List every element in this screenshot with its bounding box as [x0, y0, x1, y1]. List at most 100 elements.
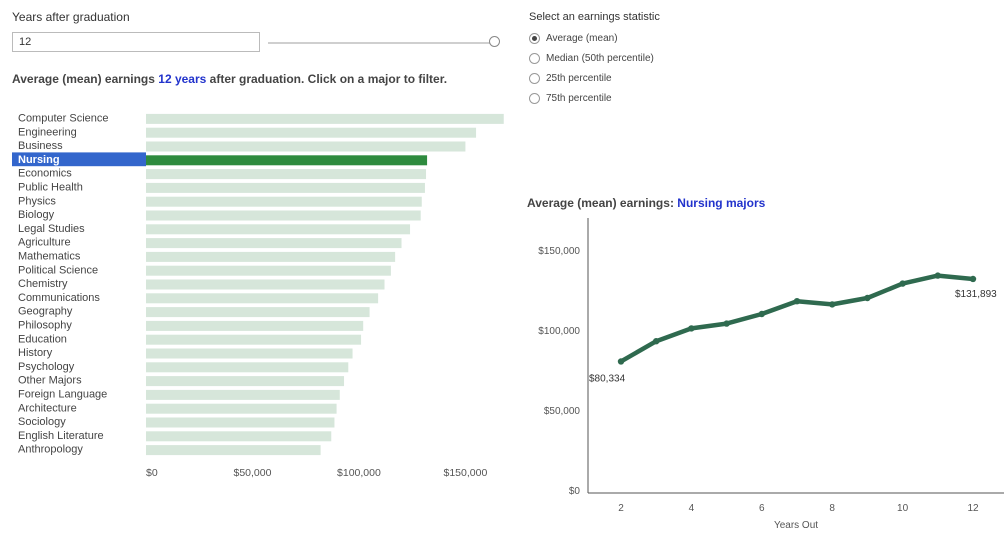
major-bar[interactable]	[146, 307, 370, 318]
major-row[interactable]: Chemistry	[18, 278, 385, 290]
major-row[interactable]: Anthropology	[18, 444, 321, 456]
major-bar[interactable]	[146, 417, 335, 428]
major-label[interactable]: Architecture	[18, 402, 77, 414]
earnings-point	[864, 294, 871, 302]
major-label[interactable]: Physics	[18, 195, 56, 207]
major-label[interactable]: Anthropology	[18, 444, 83, 456]
major-row[interactable]: English Literature	[18, 430, 332, 442]
major-label[interactable]: Other Majors	[18, 375, 82, 387]
major-bar[interactable]	[146, 389, 340, 400]
major-label[interactable]: Psychology	[18, 361, 75, 373]
major-row[interactable]: History	[18, 347, 353, 359]
bar-x-tick-label: $150,000	[444, 467, 488, 479]
major-row[interactable]: Psychology	[18, 361, 349, 373]
major-label[interactable]: English Literature	[18, 430, 104, 442]
major-row[interactable]: Nursing	[12, 152, 428, 167]
radio-button[interactable]	[529, 52, 540, 64]
bar-x-tick-label: $100,000	[337, 467, 381, 479]
major-row[interactable]: Political Science	[18, 264, 391, 276]
major-row[interactable]: Physics	[18, 195, 422, 207]
line-x-tick-label: 8	[829, 503, 835, 514]
earnings-point	[899, 280, 906, 287]
major-bar[interactable]	[146, 279, 385, 290]
major-row[interactable]: Economics	[18, 168, 427, 180]
major-label[interactable]: Legal Studies	[18, 223, 85, 235]
major-bar[interactable]	[146, 251, 396, 262]
major-row[interactable]: Agriculture	[18, 237, 402, 249]
years-input[interactable]	[12, 32, 260, 52]
major-bar[interactable]	[146, 376, 345, 387]
stat-option-3[interactable]: 75th percentile	[529, 90, 654, 106]
major-row[interactable]: Biology	[18, 209, 421, 221]
major-row[interactable]: Mathematics	[18, 251, 396, 263]
radio-button[interactable]	[529, 72, 540, 84]
major-bar[interactable]	[146, 403, 337, 414]
line-chart: $0 $50,000 $100,000 $150,000 2 4 6 8 10 12 Years O…	[538, 218, 1004, 531]
major-row[interactable]: Business	[18, 140, 466, 152]
major-bar[interactable]	[146, 224, 411, 235]
major-row[interactable]: Architecture	[18, 402, 337, 414]
major-row[interactable]: Public Health	[18, 182, 425, 194]
line-x-tick-label: 12	[967, 503, 979, 514]
stat-option-1[interactable]: Median (50th percentile)	[529, 50, 654, 66]
major-row[interactable]: Communications	[18, 292, 379, 304]
major-bar[interactable]	[146, 155, 428, 166]
major-label[interactable]: Geography	[18, 306, 73, 318]
major-bar[interactable]	[146, 265, 391, 276]
major-label[interactable]: Computer Science	[18, 113, 109, 125]
major-label[interactable]: Economics	[18, 168, 72, 180]
major-row[interactable]: Other Majors	[18, 375, 345, 387]
major-bar[interactable]	[146, 348, 353, 359]
major-row[interactable]: Engineering	[18, 126, 477, 138]
major-bar[interactable]	[146, 320, 364, 331]
major-label[interactable]: Biology	[18, 209, 55, 221]
major-label[interactable]: Philosophy	[18, 320, 72, 332]
major-label[interactable]: Education	[18, 333, 67, 345]
major-label[interactable]: Nursing	[18, 154, 60, 166]
years-slider-track[interactable]	[268, 42, 494, 44]
major-row[interactable]: Philosophy	[18, 320, 364, 332]
line-x-tick-label: 10	[897, 503, 909, 514]
major-bar[interactable]	[146, 169, 427, 180]
earnings-point	[688, 325, 695, 332]
major-bar[interactable]	[146, 238, 402, 249]
major-bar[interactable]	[146, 210, 421, 221]
major-bar[interactable]	[146, 334, 362, 345]
major-bar[interactable]	[146, 445, 321, 456]
major-label[interactable]: Communications	[18, 292, 100, 304]
earnings-point	[723, 320, 730, 327]
major-row[interactable]: Legal Studies	[18, 223, 411, 235]
major-bar[interactable]	[146, 196, 422, 207]
major-row[interactable]: Computer Science	[18, 113, 504, 125]
radio-button[interactable]	[529, 32, 540, 44]
major-bar[interactable]	[146, 431, 332, 442]
major-bar[interactable]	[146, 141, 466, 152]
major-row[interactable]: Foreign Language	[18, 389, 340, 401]
stat-option-2[interactable]: 25th percentile	[529, 70, 654, 86]
years-after-graduation-label: Years after graduation	[12, 10, 130, 24]
major-label[interactable]: History	[18, 347, 53, 359]
years-slider-handle[interactable]	[489, 36, 500, 47]
major-label[interactable]: Foreign Language	[18, 389, 107, 401]
major-label[interactable]: Public Health	[18, 182, 83, 194]
major-bar[interactable]	[146, 293, 379, 304]
radio-button[interactable]	[529, 92, 540, 104]
major-label[interactable]: Chemistry	[18, 278, 68, 290]
major-label[interactable]: Agriculture	[18, 237, 71, 249]
major-label[interactable]: Mathematics	[18, 251, 81, 263]
major-bar[interactable]	[146, 113, 504, 124]
major-row[interactable]: Geography	[18, 306, 370, 318]
major-label[interactable]: Engineering	[18, 126, 77, 138]
major-bar[interactable]	[146, 362, 349, 373]
bar-title-prefix: Average (mean) earnings	[12, 72, 159, 86]
earnings-statistic-options: Average (mean) Median (50th percentile) 25…	[529, 30, 654, 110]
major-row[interactable]: Education	[18, 333, 362, 345]
major-row[interactable]: Sociology	[18, 416, 335, 428]
major-label[interactable]: Political Science	[18, 264, 98, 276]
major-label[interactable]: Business	[18, 140, 63, 152]
stat-option-0[interactable]: Average (mean)	[529, 30, 654, 46]
major-bar[interactable]	[146, 127, 477, 138]
major-bar[interactable]	[146, 182, 425, 193]
major-label[interactable]: Sociology	[18, 416, 66, 428]
bar-title-years: 12 years	[158, 72, 207, 86]
